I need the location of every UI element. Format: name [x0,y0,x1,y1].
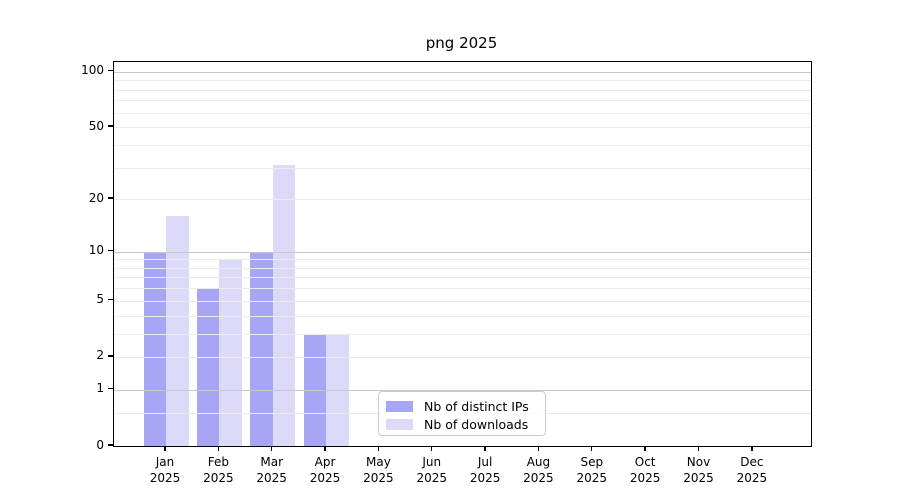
xtick-label-jun: Jun 2025 [416,455,448,485]
xtick-mark-mar [271,446,273,452]
minor-gridline-9 [114,259,811,261]
xtick-label-sep: Sep 2025 [576,455,608,485]
xtick-mark-jul [484,446,486,452]
minor-gridline-90 [114,80,811,82]
ytick-label-20: 20 [88,190,104,205]
xtick-mark-jun [431,446,433,452]
minor-gridline-4 [114,315,811,317]
ytick-mark-20 [108,197,113,199]
minor-gridline-20 [114,199,811,201]
xtick-mark-may [377,446,380,452]
minor-gridline-50 [114,127,811,129]
ytick-label-5: 5 [96,292,104,307]
minor-gridline-8 [114,267,811,269]
minor-gridline-30 [114,167,811,169]
legend-entry-distinct-ips: Nb of distinct IPs [386,397,537,415]
xtick-mark-feb [217,446,220,452]
bar-jan-downloads [166,216,189,446]
bar-feb-distinct-ips [196,288,220,446]
xtick-label-aug: Aug 2025 [523,455,554,485]
minor-gridline-7 [114,277,811,279]
legend-swatch-distinct-ips-icon [386,400,413,412]
ytick-label-2: 2 [96,348,104,363]
minor-gridline-6 [114,288,811,290]
ytick-mark-1 [108,388,113,390]
xtick-mark-sep [591,446,593,452]
xtick-mark-oct [644,446,646,452]
xtick-label-apr: Apr 2025 [309,455,341,485]
xtick-mark-aug [537,446,540,452]
ytick-mark-10 [108,249,113,252]
legend-label-distinct-ips: Nb of distinct IPs [424,398,529,414]
xtick-label-may: May 2025 [363,455,394,485]
chart-title: png 2025 [425,34,498,52]
minor-gridline-3 [114,333,811,335]
minor-gridline-60 [114,112,811,114]
legend-label-downloads: Nb of downloads [424,416,529,432]
ytick-mark-50 [108,125,113,127]
xtick-label-mar: Mar 2025 [256,455,287,485]
ytick-mark-0 [108,444,113,446]
legend: Nb of distinct IPs Nb of downloads [378,391,546,436]
bar-mar-downloads [272,165,296,446]
bar-jan-distinct-ips [143,251,166,446]
ytick-label-10: 10 [88,243,104,258]
xtick-label-feb: Feb 2025 [203,455,234,485]
ytick-mark-2 [108,355,113,357]
xtick-label-dec: Dec 2025 [736,455,768,485]
legend-entry-downloads: Nb of downloads [386,415,537,433]
xtick-label-nov: Nov 2025 [683,455,714,485]
ytick-label-100: 100 [81,63,104,78]
ytick-label-1: 1 [96,381,104,396]
xtick-label-oct: Oct 2025 [629,455,661,485]
xtick-mark-jan [164,446,166,452]
major-gridline-100 [114,71,811,73]
plot-area [113,61,812,447]
minor-gridline-70 [114,100,811,102]
legend-swatch-downloads-icon [386,418,413,430]
xtick-mark-apr [324,446,326,452]
major-gridline-1 [114,389,811,391]
xtick-label-jul: Jul 2025 [469,455,501,485]
xtick-mark-nov [697,446,700,452]
minor-gridline-5 [114,300,811,302]
xtick-mark-dec [751,446,753,452]
bar-feb-downloads [219,259,242,446]
ytick-label-0: 0 [96,437,104,452]
bar-mar-distinct-ips [250,251,273,446]
minor-gridline-80 [114,89,811,91]
major-gridline-10 [114,251,811,253]
xtick-label-jan: Jan 2025 [149,455,181,485]
minor-gridline-2 [114,356,811,358]
ytick-mark-5 [108,299,113,301]
ytick-label-50: 50 [88,118,104,133]
minor-gridline-40 [114,144,811,146]
ytick-mark-100 [108,70,113,72]
